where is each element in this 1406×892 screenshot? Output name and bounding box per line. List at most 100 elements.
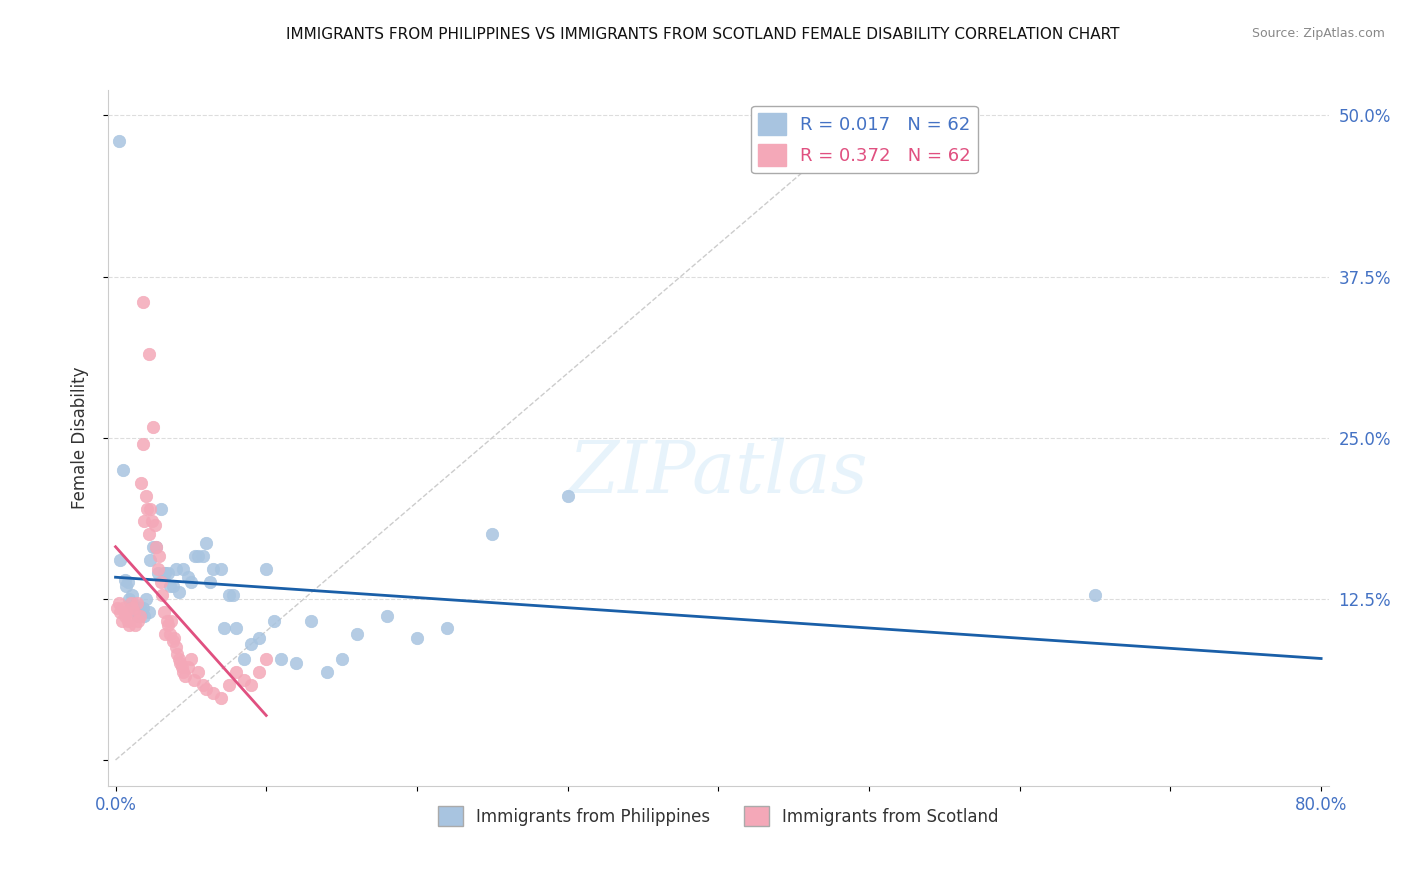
Point <box>330 652 353 666</box>
Point <box>1084 588 1107 602</box>
Point <box>146 566 169 580</box>
Point <box>120 596 142 610</box>
Point <box>129 475 152 490</box>
Point <box>263 614 285 628</box>
Point <box>180 575 202 590</box>
Point <box>184 549 207 564</box>
Point <box>129 605 152 619</box>
Point <box>139 553 162 567</box>
Point <box>191 678 214 692</box>
Point <box>141 515 163 529</box>
Point <box>557 489 579 503</box>
Point <box>170 660 193 674</box>
Point <box>172 665 194 680</box>
Point <box>160 614 183 628</box>
Point <box>107 134 129 148</box>
Point <box>145 541 167 555</box>
Point <box>247 665 270 680</box>
Point <box>114 573 136 587</box>
Point <box>114 608 136 623</box>
Point <box>118 617 141 632</box>
Point <box>138 605 160 619</box>
Point <box>162 634 184 648</box>
Point <box>202 686 225 700</box>
Point <box>124 599 146 613</box>
Point <box>315 665 337 680</box>
Point <box>131 437 153 451</box>
Point <box>159 579 181 593</box>
Point <box>165 562 187 576</box>
Point <box>125 605 148 619</box>
Point <box>139 501 162 516</box>
Point <box>122 600 145 615</box>
Point <box>136 501 159 516</box>
Point <box>375 608 398 623</box>
Text: IMMIGRANTS FROM PHILIPPINES VS IMMIGRANTS FROM SCOTLAND FEMALE DISABILITY CORREL: IMMIGRANTS FROM PHILIPPINES VS IMMIGRANT… <box>287 27 1119 42</box>
Point <box>162 579 184 593</box>
Point <box>247 631 270 645</box>
Point <box>163 631 186 645</box>
Point <box>172 562 194 576</box>
Point <box>121 600 143 615</box>
Point <box>120 596 142 610</box>
Point <box>159 626 181 640</box>
Point <box>138 347 160 361</box>
Point <box>115 579 138 593</box>
Point <box>254 652 277 666</box>
Legend: Immigrants from Philippines, Immigrants from Scotland: Immigrants from Philippines, Immigrants … <box>432 799 1005 833</box>
Point <box>166 648 188 662</box>
Point <box>225 622 247 636</box>
Point <box>285 657 308 671</box>
Point <box>108 605 131 619</box>
Point <box>167 585 190 599</box>
Point <box>202 562 225 576</box>
Point <box>142 541 165 555</box>
Point <box>240 637 263 651</box>
Point <box>145 541 167 555</box>
Point <box>254 562 277 576</box>
Text: ZIPatlas: ZIPatlas <box>568 437 868 508</box>
Point <box>152 566 174 580</box>
Point <box>135 591 157 606</box>
Point <box>225 665 247 680</box>
Point <box>218 678 240 692</box>
Point <box>218 588 240 602</box>
Point <box>117 614 139 628</box>
Point <box>194 536 217 550</box>
Point <box>167 652 190 666</box>
Point <box>108 553 131 567</box>
Point <box>122 605 145 619</box>
Point <box>118 591 141 606</box>
Point <box>209 691 232 706</box>
Point <box>131 295 153 310</box>
Point <box>127 608 149 623</box>
Point <box>301 614 323 628</box>
Point <box>169 657 191 671</box>
Point <box>127 614 149 628</box>
Point <box>436 622 458 636</box>
Point <box>107 596 129 610</box>
Point <box>112 463 135 477</box>
Point <box>134 608 156 623</box>
Y-axis label: Female Disability: Female Disability <box>72 367 89 509</box>
Point <box>125 596 148 610</box>
Point <box>270 652 292 666</box>
Point <box>187 549 209 564</box>
Point <box>124 617 146 632</box>
Point <box>121 588 143 602</box>
Point <box>222 588 245 602</box>
Point <box>152 605 174 619</box>
Point <box>177 660 200 674</box>
Point <box>105 600 128 615</box>
Point <box>180 652 202 666</box>
Point <box>115 605 138 619</box>
Point <box>194 682 217 697</box>
Point <box>200 575 222 590</box>
Point <box>209 562 232 576</box>
Point <box>187 665 209 680</box>
Point <box>346 626 368 640</box>
Point <box>131 600 153 615</box>
Point <box>146 562 169 576</box>
Point <box>138 527 160 541</box>
Point <box>406 631 429 645</box>
